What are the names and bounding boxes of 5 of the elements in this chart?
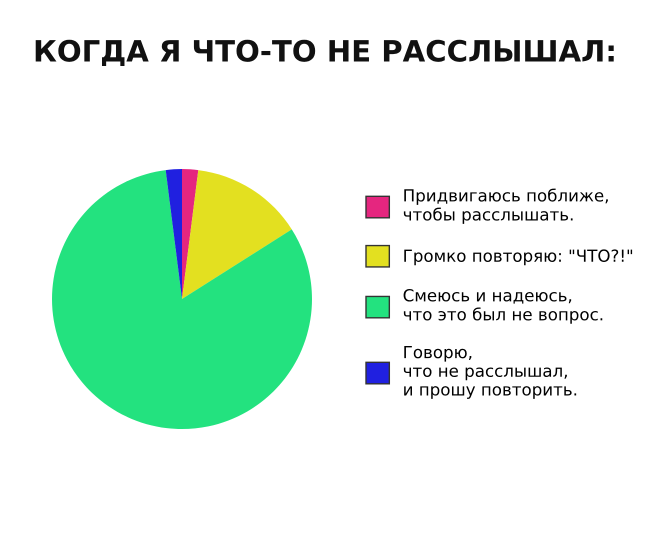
legend-label: Смеюсь и надеюсь, что это был не вопрос. xyxy=(404,288,602,324)
legend-label: Придвигаюсь поближе, чтобы расслышать. xyxy=(404,188,608,224)
legend-label: Говорю, что не расслышал, и прошу повторить. xyxy=(404,346,576,399)
chart-title: КОГДА Я ЧТО-ТО НЕ РАССЛЫШАЛ: xyxy=(36,40,614,66)
legend-label: Громко повторяю: "ЧТО?!" xyxy=(404,249,632,266)
